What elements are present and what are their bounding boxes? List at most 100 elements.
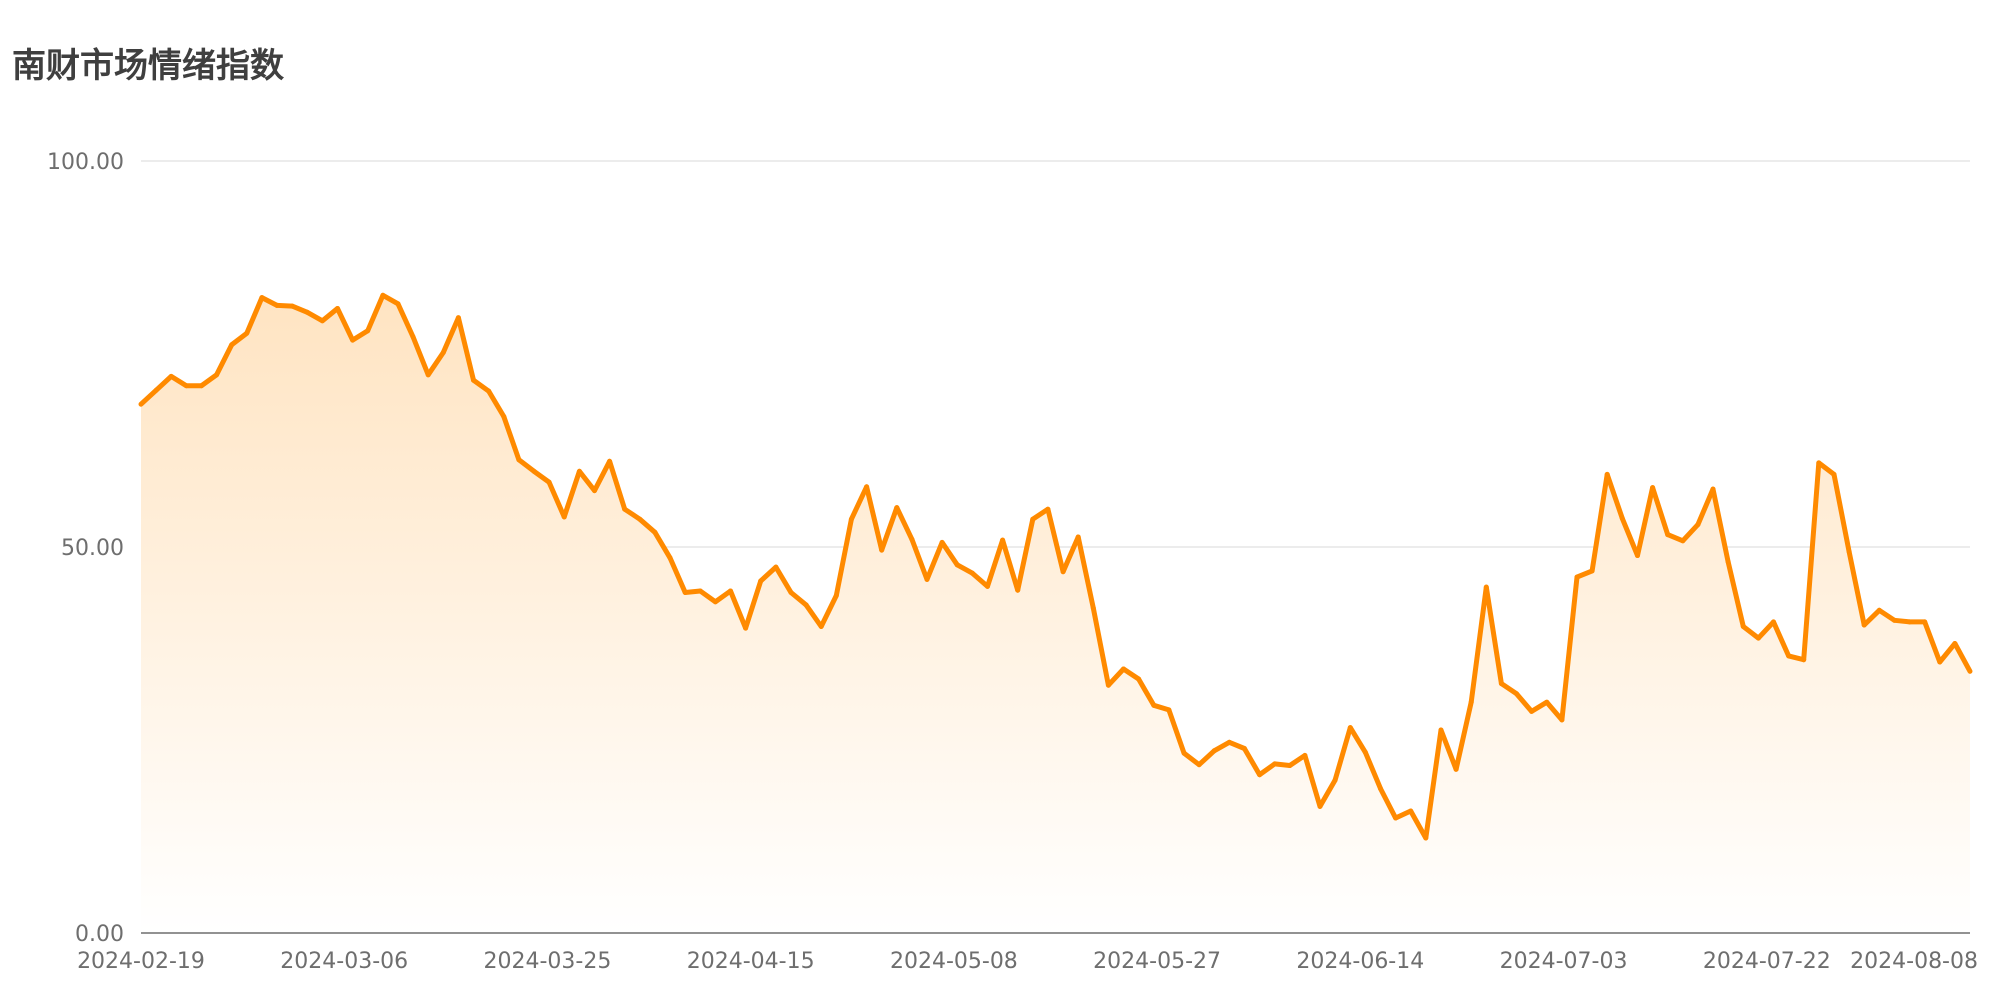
series-line-segment bbox=[440, 315, 461, 355]
series-line-segment bbox=[1755, 619, 1776, 641]
series-line-segment bbox=[1650, 485, 1671, 538]
series-line-segment bbox=[728, 588, 749, 631]
series-line-segment bbox=[1000, 537, 1021, 593]
series-line-segment bbox=[1771, 619, 1792, 659]
series-line-segment bbox=[1332, 725, 1353, 783]
y-tick-label: 50.00 bbox=[61, 536, 124, 561]
series-line-segment bbox=[1257, 761, 1278, 778]
series-line-segment bbox=[1574, 568, 1595, 580]
series-line bbox=[138, 292, 1973, 841]
series-line-segment bbox=[1423, 727, 1444, 841]
x-tick-label: 2024-05-08 bbox=[890, 949, 1018, 974]
y-axis-ticks: 100.00 50.00 0.00 bbox=[47, 150, 124, 947]
series-line-segment bbox=[985, 537, 1006, 589]
x-tick-label: 2024-08-08 bbox=[1850, 949, 1978, 974]
series-line-segment bbox=[365, 292, 386, 334]
series-line-segment bbox=[637, 516, 658, 535]
series-line-segment bbox=[1241, 746, 1263, 778]
series-line-segment bbox=[1710, 486, 1731, 565]
series-line-segment bbox=[1438, 727, 1459, 772]
series-line-segment bbox=[1725, 559, 1746, 629]
series-line-segment bbox=[1030, 506, 1051, 522]
series-line-segment bbox=[1846, 549, 1867, 628]
series-line-segment bbox=[1922, 619, 1943, 665]
series-line-segment bbox=[1075, 534, 1096, 611]
series-line-segment bbox=[1498, 681, 1519, 697]
series-line-segment bbox=[1619, 515, 1640, 558]
series-line-segment bbox=[894, 505, 915, 542]
series-line-segment bbox=[1015, 516, 1036, 593]
series-line-segment bbox=[712, 588, 733, 605]
series-line-segment bbox=[969, 570, 990, 589]
y-tick-label: 0.00 bbox=[75, 922, 124, 947]
series-line-segment bbox=[561, 468, 582, 520]
series-line-segment bbox=[1635, 485, 1656, 558]
series-line-segment bbox=[1786, 653, 1807, 663]
y-tick-label: 100.00 bbox=[47, 150, 124, 175]
series-line-segment bbox=[425, 350, 446, 378]
x-tick-label: 2024-07-22 bbox=[1703, 949, 1831, 974]
series-line-segment bbox=[153, 373, 174, 393]
series-line-segment bbox=[1544, 699, 1565, 723]
series-line-segment bbox=[259, 295, 280, 308]
series-line-segment bbox=[199, 372, 220, 389]
x-tick-label: 2024-06-14 bbox=[1296, 949, 1424, 974]
series-line-segment bbox=[455, 315, 476, 383]
series-line-segment bbox=[1045, 506, 1066, 575]
series-line-segment bbox=[1287, 752, 1308, 768]
series-line-segment bbox=[697, 588, 718, 605]
series-line-segment bbox=[1680, 522, 1701, 544]
series-line-segment bbox=[1861, 607, 1882, 628]
x-tick-label: 2024-03-25 bbox=[484, 949, 612, 974]
chart-title: 南财市场情绪指数 bbox=[12, 46, 284, 86]
series-line-segment bbox=[486, 388, 507, 419]
series-line-segment bbox=[803, 602, 824, 629]
series-line-segment bbox=[1453, 699, 1474, 772]
series-line-segment bbox=[1559, 574, 1580, 723]
series-line-segment bbox=[1121, 666, 1142, 682]
series-line-segment bbox=[576, 468, 597, 494]
series-line-segment bbox=[546, 479, 567, 520]
x-tick-label: 2024-05-27 bbox=[1093, 949, 1221, 974]
x-tick-label: 2024-02-19 bbox=[77, 949, 205, 974]
series-line-segment bbox=[1166, 707, 1187, 756]
series-line-segment bbox=[335, 306, 356, 343]
series-line-segment bbox=[954, 562, 975, 576]
series-line-segment bbox=[1302, 752, 1323, 809]
x-tick-label: 2024-07-03 bbox=[1500, 949, 1628, 974]
series-line-segment bbox=[1514, 691, 1535, 714]
series-line-segment bbox=[471, 377, 492, 394]
series-line-segment bbox=[1151, 702, 1172, 713]
series-line-segment bbox=[1604, 471, 1625, 521]
series-line-segment bbox=[879, 505, 900, 553]
series-line-segment bbox=[304, 309, 325, 324]
series-line-segment bbox=[1105, 666, 1126, 688]
series-line-segment bbox=[531, 468, 552, 485]
series-line-segment bbox=[1589, 471, 1610, 574]
series-line-segment bbox=[622, 506, 643, 522]
series-line-segment bbox=[168, 373, 189, 389]
series-line-segment bbox=[229, 330, 250, 348]
series-line-segment bbox=[1695, 486, 1716, 528]
series-line-segment bbox=[1937, 641, 1958, 665]
series-line-segment bbox=[501, 414, 522, 463]
series-line-segment bbox=[1060, 534, 1081, 575]
series-line-segment bbox=[652, 529, 673, 561]
series-line-segment bbox=[1211, 739, 1232, 754]
series-line-segment bbox=[682, 588, 703, 595]
series-line-segment bbox=[1529, 699, 1550, 714]
series-line-segment bbox=[1196, 748, 1217, 768]
series-line-segment bbox=[939, 539, 960, 568]
series-line-segment bbox=[214, 342, 235, 378]
series-line-segment bbox=[1347, 725, 1368, 755]
series-line-segment bbox=[1378, 786, 1399, 821]
series-line-segment bbox=[395, 301, 416, 340]
series-line-segment bbox=[516, 457, 537, 474]
series-line-segment bbox=[1801, 460, 1822, 663]
area-fill bbox=[141, 295, 1970, 933]
series-line-segment bbox=[138, 387, 159, 407]
series-line-segment bbox=[1090, 605, 1111, 688]
series-line-segment bbox=[1393, 808, 1414, 821]
series-line-segment bbox=[1876, 607, 1897, 623]
